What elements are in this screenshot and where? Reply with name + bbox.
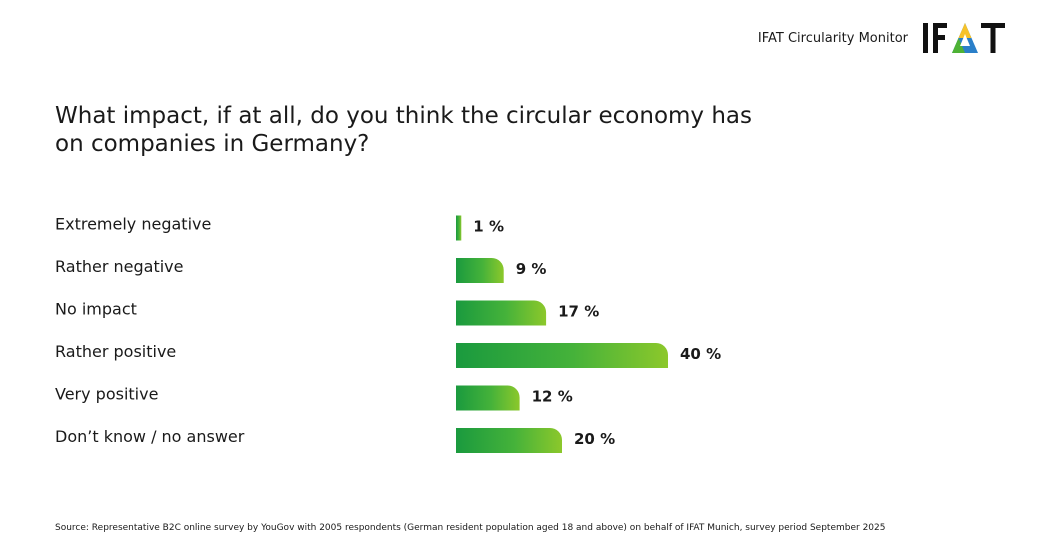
category-label: Rather negative <box>55 257 183 276</box>
category-label: No impact <box>55 300 137 319</box>
ifat-logo <box>922 20 1008 56</box>
value-label: 1 % <box>473 218 504 236</box>
value-label: 40 % <box>680 345 721 363</box>
bar <box>456 385 520 411</box>
bar <box>456 215 462 241</box>
value-label: 12 % <box>532 388 573 406</box>
value-label: 20 % <box>574 430 615 448</box>
bar <box>456 343 668 368</box>
category-label: Don’t know / no answer <box>55 427 245 446</box>
value-label: 9 % <box>516 260 547 278</box>
source-note: Source: Representative B2C online survey… <box>55 523 886 533</box>
bar <box>456 428 562 453</box>
value-label: 17 % <box>558 303 599 321</box>
chart-title: What impact, if at all, do you think the… <box>55 103 752 157</box>
bar <box>456 258 504 283</box>
header: IFAT Circularity Monitor <box>758 20 1008 56</box>
bar <box>456 300 547 326</box>
category-label: Very positive <box>55 385 158 404</box>
category-label: Extremely negative <box>55 215 211 234</box>
monitor-label: IFAT Circularity Monitor <box>757 30 908 46</box>
ifat-logo-mark <box>923 23 1005 53</box>
category-label: Rather positive <box>55 342 176 361</box>
